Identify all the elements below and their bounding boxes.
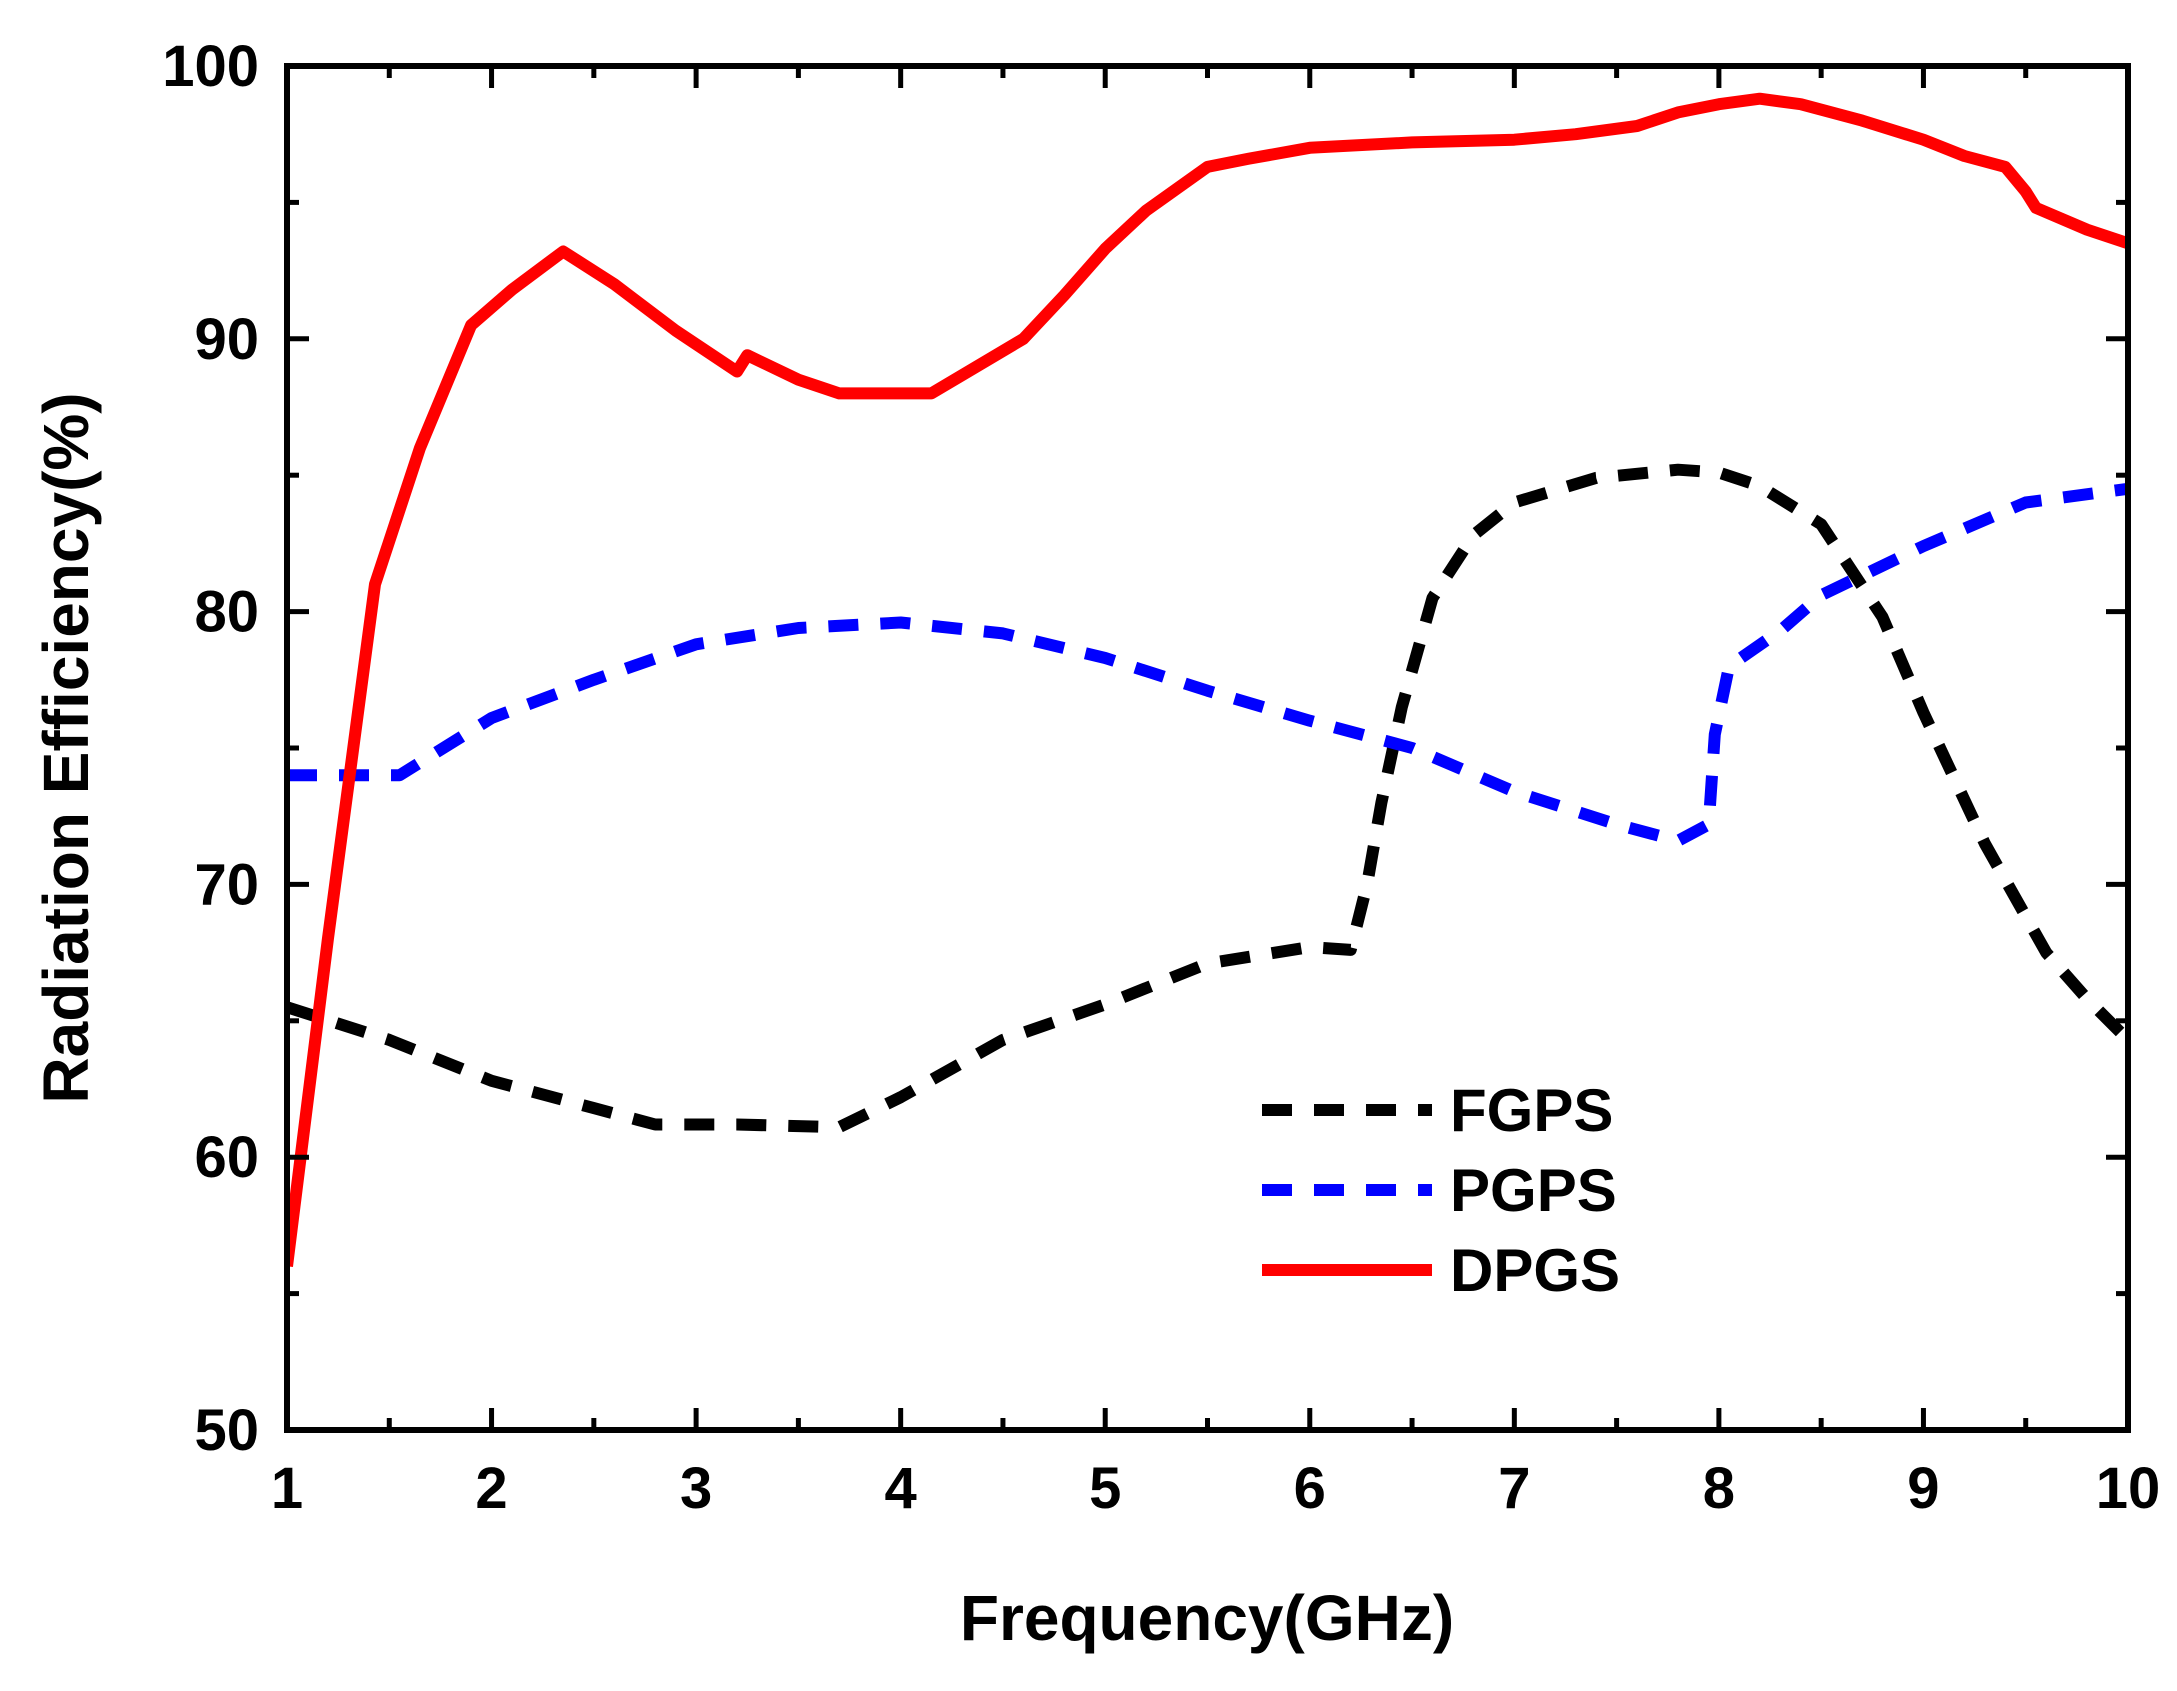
series-layer <box>287 92 2128 1268</box>
legend-label-dpgs: DPGS <box>1450 1237 1620 1304</box>
legend: FGPS PGPS DPGS <box>1262 1077 1620 1304</box>
y-tick-label: 60 <box>194 1125 259 1190</box>
x-tick-label: 2 <box>475 1456 507 1521</box>
x-tick-label: 3 <box>680 1456 712 1521</box>
plot-frame <box>284 63 2131 1433</box>
x-tick-label: 9 <box>1907 1456 1939 1521</box>
x-tick-labels: 1 2 3 4 5 6 7 8 9 10 <box>271 1456 2160 1521</box>
y-tick-label: 80 <box>194 580 259 645</box>
x-tick-label: 10 <box>2096 1456 2161 1521</box>
series-line-fgps <box>287 463 2128 1134</box>
series-line-dpgs <box>287 92 2128 1268</box>
y-tick-label: 90 <box>194 307 259 372</box>
x-tick-label: 5 <box>1089 1456 1121 1521</box>
y-axis-title: Radiation Efficiency(%) <box>30 392 102 1103</box>
y-tick-label: 50 <box>194 1398 259 1463</box>
y-tick-labels: 50 60 70 80 90 100 <box>162 34 259 1463</box>
x-tick-label: 6 <box>1294 1456 1326 1521</box>
x-axis-title: Frequency(GHz) <box>960 1582 1454 1654</box>
ticks-layer <box>284 63 2131 1433</box>
x-tick-label: 4 <box>885 1456 917 1521</box>
legend-label-fgps: FGPS <box>1450 1077 1613 1144</box>
x-tick-label: 7 <box>1498 1456 1530 1521</box>
y-tick-label: 70 <box>194 852 259 917</box>
y-tick-label: 100 <box>162 34 259 99</box>
x-tick-label: 8 <box>1703 1456 1735 1521</box>
x-tick-label: 1 <box>271 1456 303 1521</box>
series-line-pgps <box>287 482 2128 847</box>
legend-label-pgps: PGPS <box>1450 1157 1617 1224</box>
